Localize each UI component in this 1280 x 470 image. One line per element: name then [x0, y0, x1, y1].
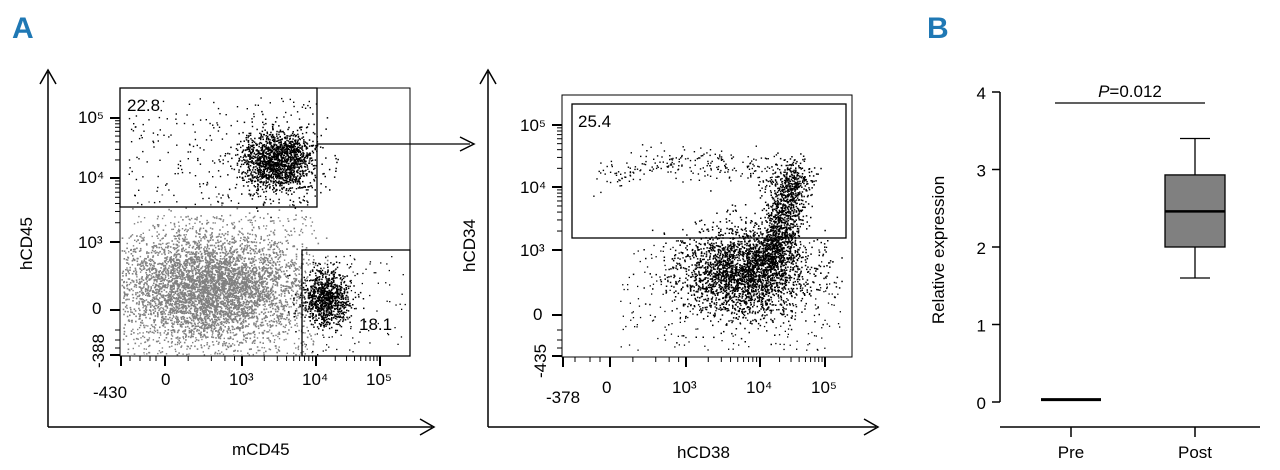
plot2-y-tick-label-1e5: 10⁵ — [520, 116, 546, 135]
boxplot-relative-expression: 0 1 2 3 4 Pre Post P=0.012 Relative expressio… — [929, 82, 1260, 462]
plot1-x-tick-label-1e4: 10⁴ — [302, 370, 328, 389]
plot1-x-tick-label-neg: -430 — [93, 383, 127, 402]
panel-letter-a: A — [12, 12, 34, 45]
gate-mcd45-positive — [301, 249, 411, 357]
gate-arrow-head — [459, 136, 476, 152]
plot1-x-tick-label-1e3: 10³ — [229, 370, 254, 389]
boxplot-y-tick-label: 0 — [977, 394, 986, 413]
plot2-events — [593, 142, 843, 351]
plot2-y-tick-label-0: 0 — [533, 305, 542, 324]
plot1-x-arrowhead — [419, 418, 436, 436]
plot2-x-arrowhead — [863, 418, 880, 436]
boxplot-y-tick-label: 2 — [977, 239, 986, 258]
plot1-events — [121, 97, 406, 357]
boxplot-y-tick-label: 3 — [977, 162, 986, 181]
plot2-x-tick-label-1e4: 10⁴ — [746, 378, 772, 397]
plot1-x-tick-label-0: 0 — [161, 370, 170, 389]
gate-label-18-1: 18.1 — [359, 315, 392, 334]
boxplot-y-ticks: 0 1 2 3 4 — [977, 84, 1000, 413]
gate-hcd34-positive — [571, 103, 847, 239]
boxplot-x-ticks: Pre Post — [1058, 427, 1212, 462]
plot2-y-label: hCD34 — [460, 219, 479, 272]
plot2-x-label: hCD38 — [677, 443, 730, 462]
boxplot-y-tick-label: 1 — [977, 317, 986, 336]
plot2-x-tick-label-neg: -378 — [546, 388, 580, 407]
boxplot-boxes — [1041, 137, 1226, 402]
boxplot-x-tick-label: Post — [1178, 443, 1212, 462]
plot1-x-tick-label-1e5: 10⁵ — [366, 370, 392, 389]
plot1-y-arrowhead — [39, 68, 57, 85]
plot2-y-ticks — [552, 124, 562, 357]
plot1-y-ticks — [110, 117, 120, 356]
plot1-y-tick-label-1e5: 10⁵ — [78, 108, 104, 127]
p-value-annotation: P=0.012 — [1098, 82, 1162, 101]
boxplot-y-tick-label: 4 — [977, 84, 986, 103]
plot2-frame — [561, 94, 853, 358]
plot2-x-tick-label-1e3: 10³ — [672, 378, 697, 397]
plot2-x-ticks — [562, 357, 826, 367]
p-symbol: P — [1098, 82, 1110, 101]
plot1-y-tick-label-0: 0 — [92, 299, 101, 318]
plot2-y-tick-label-neg: -435 — [531, 344, 550, 378]
plot1-y-tick-label-1e4: 10⁴ — [78, 168, 104, 187]
boxplot-x-tick-label: Pre — [1058, 443, 1084, 462]
plot1-y-tick-label-neg: -388 — [89, 334, 108, 368]
plot2-x-tick-label-0: 0 — [602, 378, 611, 397]
box-post — [1164, 137, 1226, 279]
plot1-x-ticks — [120, 356, 381, 366]
gate-label-25-4: 25.4 — [578, 112, 611, 131]
boxplot-y-label: Relative expression — [929, 176, 948, 324]
plot1-x-label: mCD45 — [232, 440, 290, 459]
plot2-y-tick-label-1e4: 10⁴ — [520, 178, 546, 197]
panel-letter-b: B — [927, 12, 949, 45]
plot2-x-tick-label-1e5: 10⁵ — [811, 378, 837, 397]
plot1-y-tick-label-1e3: 10³ — [78, 233, 103, 252]
flow-plot-hcd34-hcd38: 25.4 -378 0 10³ 10⁴ 10⁵ 10⁵ 10⁴ 10³ 0 -4… — [460, 68, 880, 462]
gate-hcd45-positive — [119, 87, 318, 208]
gate-label-22-8: 22.8 — [127, 96, 160, 115]
p-value: =0.012 — [1109, 82, 1161, 101]
flow-plot-hcd45-mcd45: 22.8 18.1 -430 0 10³ 10⁴ 10⁵ 10⁵ 10⁴ 10³… — [17, 68, 476, 459]
plot1-y-label: hCD45 — [17, 217, 36, 270]
plot2-y-tick-label-1e3: 10³ — [520, 241, 545, 260]
plot2-y-arrowhead — [479, 68, 497, 85]
